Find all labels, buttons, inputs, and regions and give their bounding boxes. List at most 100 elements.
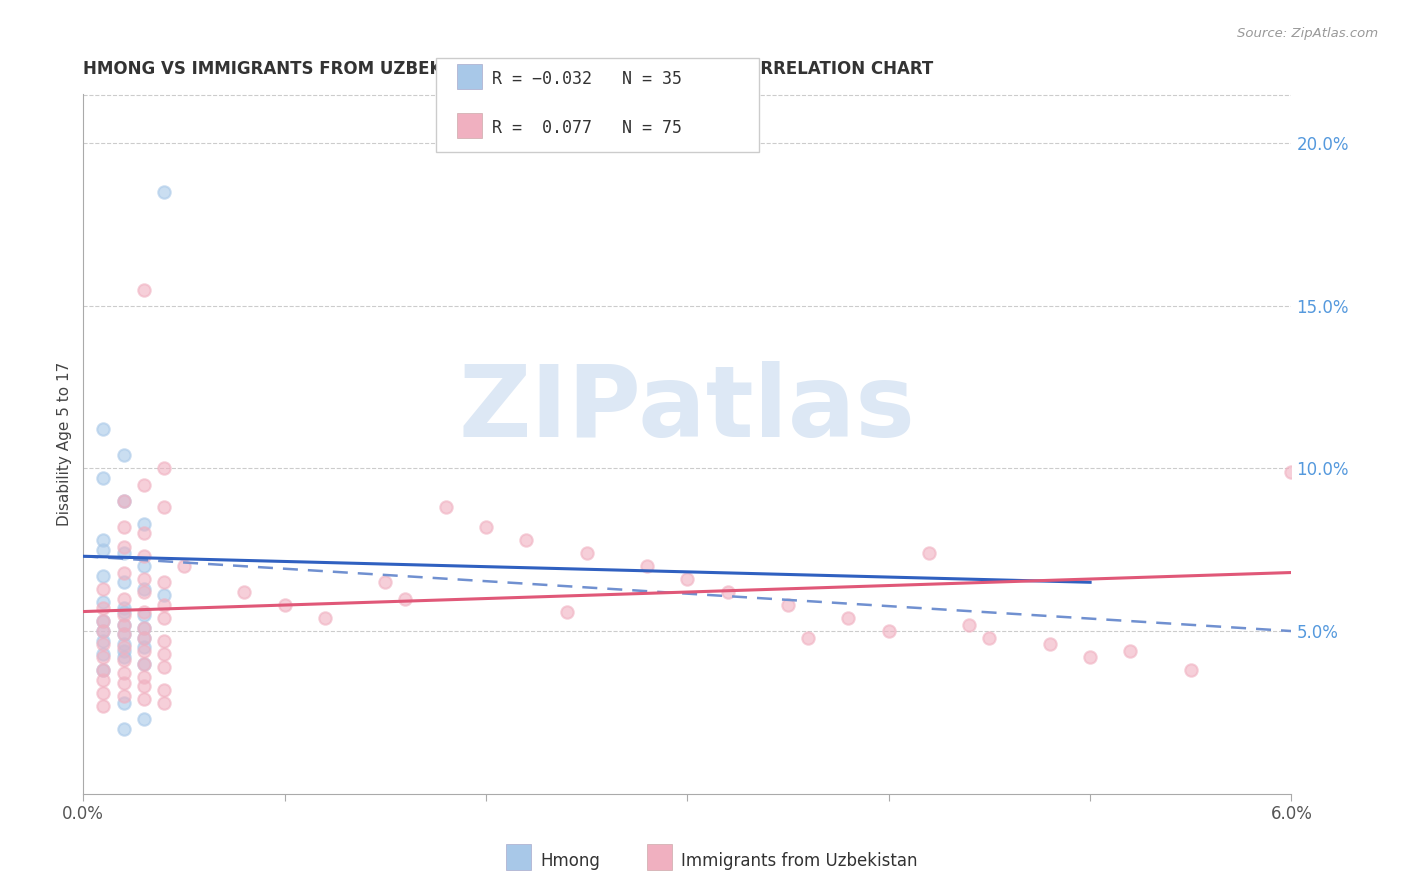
Point xyxy=(132,657,155,671)
Point xyxy=(153,633,176,648)
Point xyxy=(957,617,980,632)
Point xyxy=(93,637,115,651)
Point xyxy=(132,477,155,491)
Point xyxy=(112,591,135,606)
Point xyxy=(153,185,176,199)
Point xyxy=(93,601,115,615)
Text: Hmong: Hmong xyxy=(540,852,600,870)
Point xyxy=(112,722,135,736)
Text: Source: ZipAtlas.com: Source: ZipAtlas.com xyxy=(1237,27,1378,40)
Point xyxy=(515,533,537,547)
Point xyxy=(112,449,135,463)
Point xyxy=(717,585,740,599)
Point xyxy=(132,549,155,564)
Point xyxy=(1281,465,1303,479)
Point xyxy=(93,624,115,638)
Point xyxy=(93,663,115,677)
Point xyxy=(112,601,135,615)
Point xyxy=(153,647,176,661)
Point xyxy=(394,591,416,606)
Point xyxy=(112,637,135,651)
Point xyxy=(112,494,135,508)
Point xyxy=(636,559,658,574)
Point xyxy=(877,624,900,638)
Point xyxy=(132,631,155,645)
Point xyxy=(153,500,176,515)
Point xyxy=(575,546,598,560)
Point xyxy=(112,617,135,632)
Text: Immigrants from Uzbekistan: Immigrants from Uzbekistan xyxy=(681,852,917,870)
Point xyxy=(112,627,135,641)
Point xyxy=(132,670,155,684)
Point xyxy=(153,660,176,674)
Text: HMONG VS IMMIGRANTS FROM UZBEKISTAN DISABILITY AGE 5 TO 17 CORRELATION CHART: HMONG VS IMMIGRANTS FROM UZBEKISTAN DISA… xyxy=(83,60,934,78)
Point xyxy=(112,575,135,590)
Point xyxy=(797,631,820,645)
Point xyxy=(555,605,578,619)
Point xyxy=(314,611,336,625)
Point xyxy=(132,679,155,693)
Point xyxy=(112,566,135,580)
Point xyxy=(112,520,135,534)
Point xyxy=(132,657,155,671)
Point xyxy=(93,624,115,638)
Point xyxy=(132,621,155,635)
Point xyxy=(1039,637,1062,651)
Y-axis label: Disability Age 5 to 17: Disability Age 5 to 17 xyxy=(58,362,72,526)
Point xyxy=(93,542,115,557)
Point xyxy=(153,598,176,612)
Point xyxy=(132,572,155,586)
Point xyxy=(112,689,135,703)
Point xyxy=(132,692,155,706)
Point xyxy=(93,615,115,629)
Point xyxy=(132,516,155,531)
Point xyxy=(233,585,256,599)
Point xyxy=(153,588,176,602)
Point xyxy=(112,605,135,619)
Point xyxy=(93,582,115,596)
Point xyxy=(93,673,115,687)
Point xyxy=(93,471,115,485)
Text: R =  0.077   N = 75: R = 0.077 N = 75 xyxy=(492,120,682,137)
Point xyxy=(93,663,115,677)
Point xyxy=(93,698,115,713)
Point xyxy=(676,572,699,586)
Point xyxy=(93,647,115,661)
Point xyxy=(132,605,155,619)
Point xyxy=(112,653,135,667)
Point xyxy=(93,422,115,436)
Point xyxy=(93,615,115,629)
Point xyxy=(979,631,1001,645)
Point xyxy=(132,643,155,657)
Point xyxy=(1180,663,1202,677)
Point xyxy=(112,494,135,508)
Point xyxy=(132,283,155,297)
Point xyxy=(93,568,115,582)
Point xyxy=(132,585,155,599)
Point xyxy=(132,526,155,541)
Point xyxy=(132,559,155,574)
Point xyxy=(112,643,135,657)
Point xyxy=(112,696,135,710)
Point xyxy=(132,712,155,726)
Point xyxy=(93,533,115,547)
Point xyxy=(93,650,115,665)
Point xyxy=(153,682,176,697)
Point xyxy=(112,617,135,632)
Point xyxy=(153,575,176,590)
Point xyxy=(112,627,135,641)
Point xyxy=(153,461,176,475)
Point xyxy=(273,598,295,612)
Point xyxy=(475,520,498,534)
Point xyxy=(132,640,155,655)
Point xyxy=(918,546,941,560)
Text: ZIPatlas: ZIPatlas xyxy=(458,360,915,458)
Point xyxy=(1078,650,1101,665)
Point xyxy=(112,676,135,690)
Point xyxy=(153,696,176,710)
Text: R = −0.032   N = 35: R = −0.032 N = 35 xyxy=(492,70,682,88)
Point xyxy=(173,559,195,574)
Point xyxy=(112,540,135,554)
Point xyxy=(112,666,135,681)
Point xyxy=(434,500,457,515)
